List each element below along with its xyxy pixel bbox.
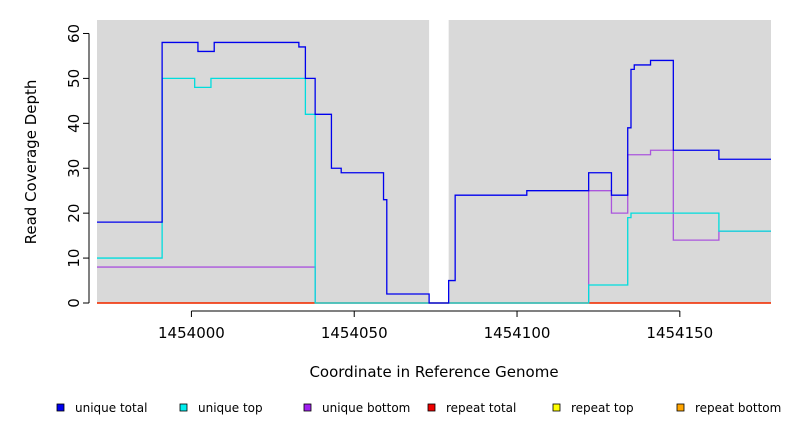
y-tick-label: 10 (65, 249, 83, 268)
legend-label: unique total (75, 401, 147, 415)
legend-swatch (427, 403, 436, 412)
legend: unique total unique top unique bottom repea… (56, 401, 781, 415)
y-tick-label: 30 (65, 159, 83, 178)
x-axis-title: Coordinate in Reference Genome (309, 363, 558, 381)
legend-swatch (56, 403, 65, 412)
series-layer (97, 41, 771, 304)
legend-swatch (303, 403, 312, 412)
y-tick-label: 0 (65, 298, 83, 308)
x-tick-label: 1454150 (646, 324, 713, 342)
y-axis-title: Read Coverage Depth (22, 80, 40, 245)
legend-label: unique bottom (322, 401, 410, 415)
series-unique-total (97, 41, 771, 304)
y-tick-label: 20 (65, 204, 83, 223)
legend-label: repeat bottom (695, 401, 781, 415)
y-tick-label: 50 (65, 69, 83, 88)
legend-label: repeat top (571, 401, 634, 415)
x-tick-label: 1454050 (321, 324, 388, 342)
legend-swatch (179, 403, 188, 412)
x-tick-label: 1454000 (158, 324, 225, 342)
legend-swatch (552, 403, 561, 412)
legend-swatch (676, 403, 685, 412)
gap-region (429, 20, 449, 303)
y-tick-label: 40 (65, 114, 83, 133)
legend-label: unique top (198, 401, 263, 415)
legend-label: repeat total (446, 401, 516, 415)
y-tick-label: 60 (65, 24, 83, 43)
axes-layer: 0 10 20 30 40 50 60 1454000 1454050 1454100 145415… (65, 24, 713, 342)
series-unique-top (97, 77, 771, 304)
x-tick-label: 1454100 (484, 324, 551, 342)
